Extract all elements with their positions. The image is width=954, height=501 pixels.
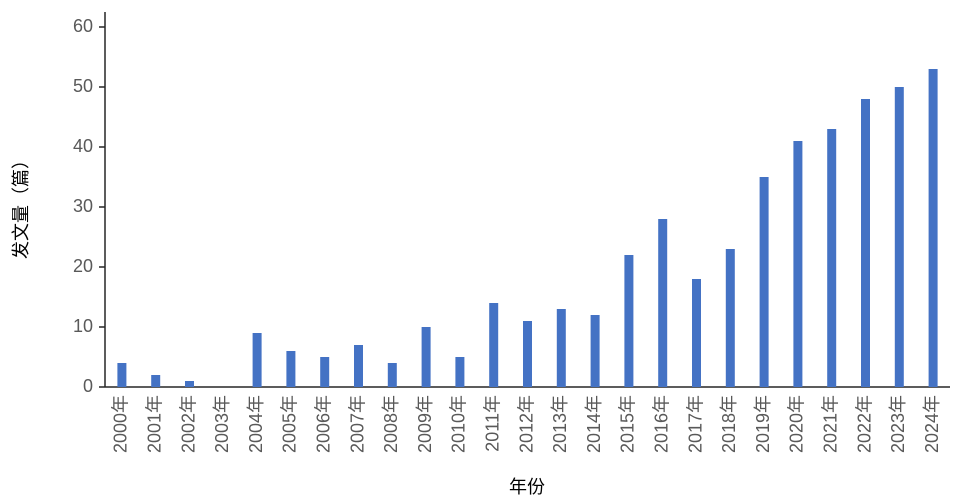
x-tick-label: 2003年 <box>212 395 232 453</box>
bar <box>523 321 532 387</box>
bar <box>286 351 296 387</box>
x-tick-label: 2004年 <box>246 395 266 453</box>
bar <box>489 303 499 387</box>
bar <box>827 129 837 387</box>
x-tick-label: 2011年 <box>482 395 502 452</box>
bar <box>861 99 870 387</box>
bar <box>590 315 600 387</box>
x-tick-label: 2012年 <box>516 395 536 453</box>
x-tick-label: 2017年 <box>685 395 705 453</box>
x-tick-label: 2001年 <box>144 395 164 453</box>
x-tick-label: 2024年 <box>922 395 942 453</box>
y-tick-label: 40 <box>73 136 93 156</box>
y-axis-label: 发文量（篇） <box>11 151 31 259</box>
bar <box>354 345 363 387</box>
x-tick-label: 2021年 <box>820 395 840 453</box>
bar <box>658 219 668 387</box>
y-tick-label: 10 <box>73 316 93 336</box>
x-tick-label: 2018年 <box>719 395 739 453</box>
x-tick-label: 2023年 <box>888 395 908 453</box>
bar <box>793 141 803 387</box>
x-tick-label: 2014年 <box>584 395 604 453</box>
x-tick-label: 2007年 <box>347 395 367 453</box>
x-tick-label: 2015年 <box>618 395 638 453</box>
y-tick-label: 60 <box>73 16 93 36</box>
bar <box>117 363 127 387</box>
bar <box>421 327 431 387</box>
bar <box>455 357 465 387</box>
x-axis-label: 年份 <box>509 477 545 497</box>
x-tick-label: 2022年 <box>854 395 874 453</box>
bar <box>692 279 701 387</box>
bar <box>185 381 194 387</box>
x-tick-label: 2006年 <box>313 395 333 453</box>
x-tick-label: 2010年 <box>449 395 469 453</box>
x-tick-label: 2020年 <box>787 395 807 453</box>
x-tick-label: 2005年 <box>280 395 300 453</box>
bar <box>725 249 735 387</box>
y-tick-label: 20 <box>73 256 93 276</box>
bar <box>252 333 262 387</box>
y-tick-label: 0 <box>83 376 93 396</box>
x-tick-label: 2009年 <box>415 395 435 453</box>
bar <box>556 309 566 387</box>
bar <box>624 255 634 387</box>
x-tick-label: 2000年 <box>111 395 131 453</box>
bar <box>759 177 769 387</box>
x-tick-label: 2016年 <box>651 395 671 453</box>
x-tick-label: 2019年 <box>753 395 773 453</box>
bar <box>320 357 330 387</box>
bar <box>928 69 938 387</box>
y-tick-label: 50 <box>73 76 93 96</box>
bar <box>151 375 161 387</box>
x-tick-label: 2008年 <box>381 395 401 453</box>
bar <box>387 363 397 387</box>
x-tick-label: 2013年 <box>550 395 570 453</box>
x-tick-label: 2002年 <box>178 395 198 453</box>
y-tick-label: 30 <box>73 196 93 216</box>
bar <box>894 87 904 387</box>
